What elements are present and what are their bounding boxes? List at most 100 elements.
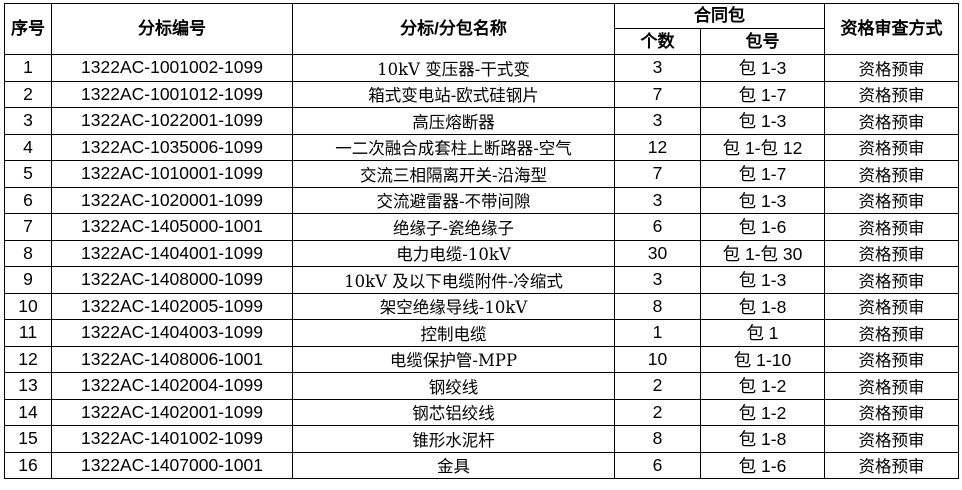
- cell-code: 1322AC-1010001-1099: [51, 160, 293, 188]
- cell-count: 3: [614, 54, 701, 82]
- cell-package-no: 包 1-2: [700, 398, 825, 426]
- cell-count: 6: [614, 213, 701, 241]
- cell-review-method: 资格预审: [824, 345, 959, 373]
- header-package-no: 包号: [700, 28, 825, 55]
- table-row: 12 1322AC-1408006-1001 电缆保护管-MPP 10 包 1-10 资格…: [4, 345, 959, 373]
- cell-name: 架空绝缘导线-10kV: [292, 292, 615, 320]
- cell-review-method: 资格预审: [824, 239, 959, 267]
- cell-package-no: 包 1: [700, 319, 825, 347]
- cell-name: 交流避雷器-不带间隙: [292, 186, 615, 214]
- table-row: 2 1322AC-1001012-1099 箱式变电站-欧式硅钢片 7 包 1-7 资格预…: [4, 80, 959, 108]
- cell-name: 电力电缆-10kV: [292, 239, 615, 267]
- cell-package-no: 包 1-3: [700, 186, 825, 214]
- cell-code: 1322AC-1401002-1099: [51, 425, 293, 453]
- cell-review-method: 资格预审: [824, 107, 959, 135]
- cell-package-no: 包 1-3: [700, 54, 825, 82]
- table-row: 15 1322AC-1401002-1099 锥形水泥杆 8 包 1-8 资格预审: [4, 425, 959, 453]
- cell-code: 1322AC-1001002-1099: [51, 54, 293, 82]
- cell-review-method: 资格预审: [824, 266, 959, 294]
- cell-name: 10kV 变压器-干式变: [292, 54, 615, 82]
- cell-name: 控制电缆: [292, 319, 615, 347]
- table-row: 1 1322AC-1001002-1099 10kV 变压器-干式变 3 包 1-3 资格…: [4, 54, 959, 82]
- cell-code: 1322AC-1402004-1099: [51, 372, 293, 400]
- cell-count: 8: [614, 292, 701, 320]
- cell-count: 6: [614, 451, 701, 479]
- cell-package-no: 包 1-6: [700, 213, 825, 241]
- table-header: 序号 分标编号 分标/分包名称 合同包 资格审查方式 个数 包号: [4, 3, 959, 55]
- cell-name: 绝缘子-瓷绝缘子: [292, 213, 615, 241]
- header-name: 分标/分包名称: [292, 3, 615, 55]
- cell-review-method: 资格预审: [824, 186, 959, 214]
- table-row: 9 1322AC-1408000-1099 10kV 及以下电缆附件-冷缩式 3 包 1…: [4, 266, 959, 294]
- cell-seq: 1: [4, 54, 52, 82]
- table-row: 6 1322AC-1020001-1099 交流避雷器-不带间隙 3 包 1-3 资格预审: [4, 186, 959, 214]
- cell-review-method: 资格预审: [824, 292, 959, 320]
- cell-count: 3: [614, 107, 701, 135]
- cell-seq: 7: [4, 213, 52, 241]
- header-review-method: 资格审查方式: [824, 3, 959, 55]
- table-row: 16 1322AC-1407000-1001 金具 6 包 1-6 资格预审: [4, 451, 959, 479]
- cell-review-method: 资格预审: [824, 54, 959, 82]
- table-row: 8 1322AC-1404001-1099 电力电缆-10kV 30 包 1-包 30 资…: [4, 239, 959, 267]
- cell-review-method: 资格预审: [824, 160, 959, 188]
- cell-code: 1322AC-1020001-1099: [51, 186, 293, 214]
- cell-review-method: 资格预审: [824, 80, 959, 108]
- cell-package-no: 包 1-7: [700, 160, 825, 188]
- table-row: 3 1322AC-1022001-1099 高压熔断器 3 包 1-3 资格预审: [4, 107, 959, 135]
- cell-review-method: 资格预审: [824, 372, 959, 400]
- cell-package-no: 包 1-8: [700, 425, 825, 453]
- cell-count: 7: [614, 160, 701, 188]
- cell-package-no: 包 1-包 30: [700, 239, 825, 267]
- cell-package-no: 包 1-8: [700, 292, 825, 320]
- table-row: 14 1322AC-1402001-1099 钢芯铝绞线 2 包 1-2 资格预审: [4, 398, 959, 426]
- cell-package-no: 包 1-3: [700, 107, 825, 135]
- cell-count: 1: [614, 319, 701, 347]
- cell-code: 1322AC-1404003-1099: [51, 319, 293, 347]
- cell-package-no: 包 1-2: [700, 372, 825, 400]
- cell-count: 2: [614, 398, 701, 426]
- cell-review-method: 资格预审: [824, 425, 959, 453]
- cell-name: 一二次融合成套柱上断路器-空气: [292, 133, 615, 161]
- cell-seq: 13: [4, 372, 52, 400]
- cell-count: 30: [614, 239, 701, 267]
- cell-code: 1322AC-1001012-1099: [51, 80, 293, 108]
- cell-code: 1322AC-1405000-1001: [51, 213, 293, 241]
- cell-count: 12: [614, 133, 701, 161]
- cell-name: 箱式变电站-欧式硅钢片: [292, 80, 615, 108]
- cell-package-no: 包 1-3: [700, 266, 825, 294]
- cell-count: 3: [614, 266, 701, 294]
- cell-seq: 9: [4, 266, 52, 294]
- cell-package-no: 包 1-6: [700, 451, 825, 479]
- cell-name: 10kV 及以下电缆附件-冷缩式: [292, 266, 615, 294]
- cell-name: 电缆保护管-MPP: [292, 345, 615, 373]
- cell-code: 1322AC-1408006-1001: [51, 345, 293, 373]
- cell-seq: 8: [4, 239, 52, 267]
- cell-seq: 12: [4, 345, 52, 373]
- cell-count: 3: [614, 186, 701, 214]
- header-count: 个数: [614, 28, 701, 55]
- cell-seq: 16: [4, 451, 52, 479]
- cell-review-method: 资格预审: [824, 451, 959, 479]
- cell-seq: 4: [4, 133, 52, 161]
- cell-count: 10: [614, 345, 701, 373]
- cell-seq: 6: [4, 186, 52, 214]
- cell-review-method: 资格预审: [824, 319, 959, 347]
- header-code: 分标编号: [51, 3, 293, 55]
- table-row: 7 1322AC-1405000-1001 绝缘子-瓷绝缘子 6 包 1-6 资格预审: [4, 213, 959, 241]
- cell-count: 8: [614, 425, 701, 453]
- cell-code: 1322AC-1407000-1001: [51, 451, 293, 479]
- cell-name: 锥形水泥杆: [292, 425, 615, 453]
- cell-code: 1322AC-1035006-1099: [51, 133, 293, 161]
- cell-seq: 14: [4, 398, 52, 426]
- cell-seq: 5: [4, 160, 52, 188]
- cell-review-method: 资格预审: [824, 213, 959, 241]
- cell-package-no: 包 1-10: [700, 345, 825, 373]
- cell-review-method: 资格预审: [824, 133, 959, 161]
- cell-name: 交流三相隔离开关-沿海型: [292, 160, 615, 188]
- cell-name: 钢芯铝绞线: [292, 398, 615, 426]
- table-row: 5 1322AC-1010001-1099 交流三相隔离开关-沿海型 7 包 1-7 资格…: [4, 160, 959, 188]
- cell-name: 金具: [292, 451, 615, 479]
- cell-code: 1322AC-1408000-1099: [51, 266, 293, 294]
- cell-code: 1322AC-1404001-1099: [51, 239, 293, 267]
- header-seq: 序号: [4, 3, 52, 55]
